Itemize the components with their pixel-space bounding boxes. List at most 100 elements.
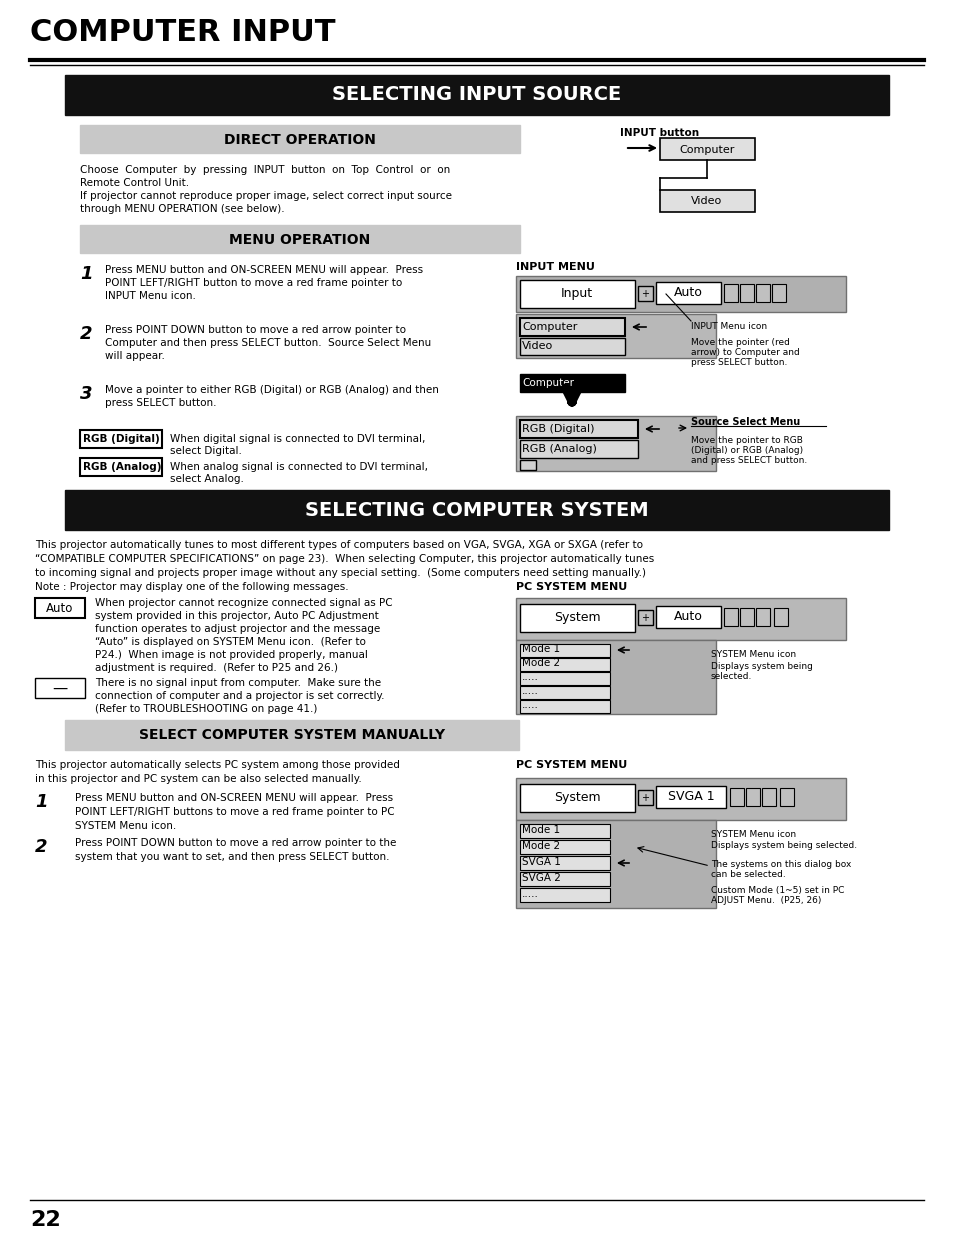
Text: (Digital) or RGB (Analog): (Digital) or RGB (Analog) bbox=[690, 446, 802, 454]
Bar bbox=[65, 75, 888, 115]
Text: POINT LEFT/RIGHT button to move a red frame pointer to: POINT LEFT/RIGHT button to move a red fr… bbox=[105, 278, 402, 288]
Text: Mode 1: Mode 1 bbox=[521, 825, 559, 835]
Text: SVGA 1: SVGA 1 bbox=[521, 857, 560, 867]
Text: When projector cannot recognize connected signal as PC: When projector cannot recognize connecte… bbox=[95, 598, 393, 608]
Text: INPUT Menu icon: INPUT Menu icon bbox=[690, 322, 766, 331]
Text: Auto: Auto bbox=[47, 601, 73, 615]
Bar bbox=[80, 125, 519, 153]
Text: 22: 22 bbox=[30, 1210, 61, 1230]
Text: Move a pointer to either RGB (Digital) or RGB (Analog) and then: Move a pointer to either RGB (Digital) o… bbox=[105, 385, 438, 395]
Text: P24.)  When image is not provided properly, manual: P24.) When image is not provided properl… bbox=[95, 650, 368, 659]
Bar bbox=[516, 640, 716, 714]
Bar bbox=[773, 608, 787, 626]
Text: SVGA 2: SVGA 2 bbox=[521, 873, 560, 883]
Bar bbox=[659, 190, 754, 212]
Text: selected.: selected. bbox=[710, 672, 752, 680]
Bar bbox=[519, 784, 635, 811]
Bar bbox=[519, 685, 609, 699]
Text: +: + bbox=[640, 793, 648, 803]
Bar bbox=[771, 284, 785, 303]
Text: This projector automatically selects PC system among those provided: This projector automatically selects PC … bbox=[35, 760, 399, 769]
Bar bbox=[755, 284, 769, 303]
Bar bbox=[516, 314, 716, 358]
Bar bbox=[729, 788, 743, 806]
Text: RGB (Analog): RGB (Analog) bbox=[83, 462, 161, 472]
Bar bbox=[755, 608, 769, 626]
Bar bbox=[761, 788, 775, 806]
Bar bbox=[516, 275, 845, 312]
Text: arrow) to Computer and: arrow) to Computer and bbox=[690, 348, 799, 357]
Bar bbox=[519, 374, 624, 391]
Text: There is no signal input from computer.  Make sure the: There is no signal input from computer. … bbox=[95, 678, 381, 688]
Bar bbox=[519, 440, 638, 458]
Text: connection of computer and a projector is set correctly.: connection of computer and a projector i… bbox=[95, 692, 384, 701]
Bar bbox=[740, 608, 753, 626]
Text: Custom Mode (1~5) set in PC: Custom Mode (1~5) set in PC bbox=[710, 885, 843, 895]
Bar bbox=[519, 643, 609, 657]
Text: Mode 2: Mode 2 bbox=[521, 658, 559, 668]
Bar bbox=[65, 490, 888, 530]
Bar bbox=[723, 608, 738, 626]
Text: Auto: Auto bbox=[673, 610, 701, 624]
Bar bbox=[519, 824, 609, 839]
Text: INPUT MENU: INPUT MENU bbox=[516, 262, 595, 272]
Bar bbox=[80, 430, 162, 448]
Bar bbox=[656, 785, 725, 808]
Text: Press MENU button and ON-SCREEN MENU will appear.  Press: Press MENU button and ON-SCREEN MENU wil… bbox=[105, 266, 423, 275]
Text: (Refer to TROUBLESHOOTING on page 41.): (Refer to TROUBLESHOOTING on page 41.) bbox=[95, 704, 317, 714]
Text: SELECT COMPUTER SYSTEM MANUALLY: SELECT COMPUTER SYSTEM MANUALLY bbox=[139, 727, 445, 742]
Bar bbox=[35, 598, 85, 618]
Text: press SELECT button.: press SELECT button. bbox=[690, 358, 786, 367]
Text: Mode 1: Mode 1 bbox=[521, 643, 559, 655]
Bar bbox=[516, 416, 716, 471]
Text: adjustment is required.  (Refer to P25 and 26.): adjustment is required. (Refer to P25 an… bbox=[95, 663, 337, 673]
Text: will appear.: will appear. bbox=[105, 351, 165, 361]
Text: 3: 3 bbox=[80, 385, 92, 403]
Bar bbox=[519, 856, 609, 869]
Text: 2: 2 bbox=[35, 839, 48, 856]
Text: SVGA 1: SVGA 1 bbox=[667, 790, 714, 804]
Bar bbox=[740, 284, 753, 303]
Bar bbox=[516, 778, 845, 820]
Text: SELECTING COMPUTER SYSTEM: SELECTING COMPUTER SYSTEM bbox=[305, 500, 648, 520]
Bar bbox=[638, 287, 652, 301]
Text: in this projector and PC system can be also selected manually.: in this projector and PC system can be a… bbox=[35, 774, 361, 784]
Text: 1: 1 bbox=[80, 266, 92, 283]
Text: select Digital.: select Digital. bbox=[170, 446, 242, 456]
Bar bbox=[656, 282, 720, 304]
Bar bbox=[65, 720, 518, 750]
Text: DIRECT OPERATION: DIRECT OPERATION bbox=[224, 133, 375, 147]
Text: system that you want to set, and then press SELECT button.: system that you want to set, and then pr… bbox=[75, 852, 389, 862]
Text: RGB (Analog): RGB (Analog) bbox=[521, 445, 597, 454]
Bar bbox=[519, 872, 609, 885]
Text: .....: ..... bbox=[521, 700, 538, 710]
Text: select Analog.: select Analog. bbox=[170, 474, 244, 484]
Text: PC SYSTEM MENU: PC SYSTEM MENU bbox=[516, 760, 626, 769]
Text: +: + bbox=[640, 289, 648, 299]
Bar bbox=[519, 280, 635, 308]
Text: Video: Video bbox=[691, 196, 721, 206]
Text: System: System bbox=[553, 611, 599, 625]
Text: through MENU OPERATION (see below).: through MENU OPERATION (see below). bbox=[80, 204, 284, 214]
Bar bbox=[638, 790, 652, 805]
Text: press SELECT button.: press SELECT button. bbox=[105, 398, 216, 408]
Text: Press MENU button and ON-SCREEN MENU will appear.  Press: Press MENU button and ON-SCREEN MENU wil… bbox=[75, 793, 393, 803]
Text: SELECTING INPUT SOURCE: SELECTING INPUT SOURCE bbox=[332, 85, 621, 105]
Text: Press POINT DOWN button to move a red arrow pointer to the: Press POINT DOWN button to move a red ar… bbox=[75, 839, 395, 848]
Text: Computer: Computer bbox=[679, 144, 734, 156]
Text: .....: ..... bbox=[521, 685, 538, 697]
Text: 2: 2 bbox=[80, 325, 92, 343]
Bar bbox=[516, 598, 845, 640]
Text: SYSTEM Menu icon.: SYSTEM Menu icon. bbox=[75, 821, 176, 831]
Bar bbox=[519, 658, 609, 671]
Text: can be selected.: can be selected. bbox=[710, 869, 785, 879]
Bar bbox=[723, 284, 738, 303]
Text: RGB (Digital): RGB (Digital) bbox=[521, 424, 594, 433]
Text: Press POINT DOWN button to move a red arrow pointer to: Press POINT DOWN button to move a red ar… bbox=[105, 325, 406, 335]
Bar bbox=[80, 458, 162, 475]
Bar bbox=[519, 604, 635, 632]
Text: COMPUTER INPUT: COMPUTER INPUT bbox=[30, 19, 335, 47]
Text: to incoming signal and projects proper image without any special setting.  (Some: to incoming signal and projects proper i… bbox=[35, 568, 645, 578]
Text: function operates to adjust projector and the message: function operates to adjust projector an… bbox=[95, 624, 380, 634]
Text: Video: Video bbox=[521, 341, 553, 351]
